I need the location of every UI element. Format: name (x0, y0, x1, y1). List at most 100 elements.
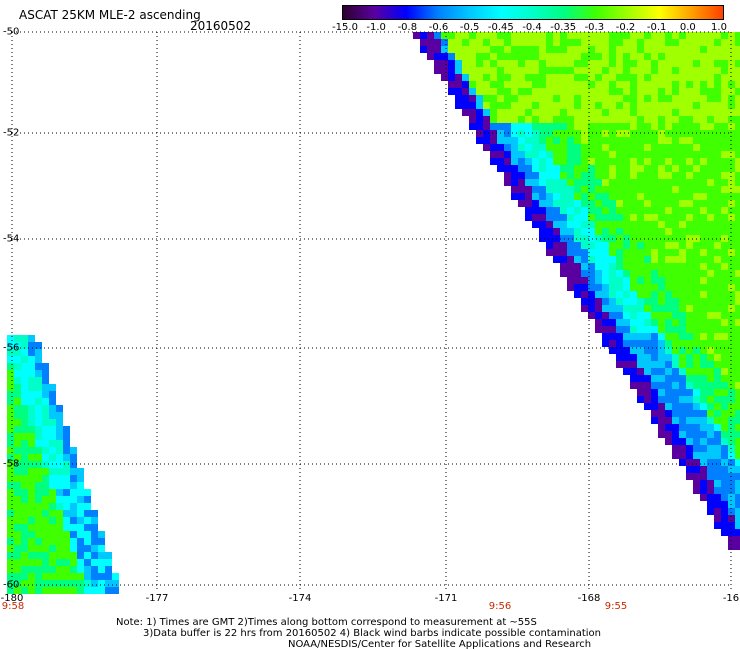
swath-cell (693, 116, 700, 123)
swath-cell (735, 102, 740, 109)
swath-cell (679, 368, 686, 375)
swath-cell (14, 503, 21, 510)
swath-cell (511, 116, 518, 123)
swath-cell (714, 95, 721, 102)
swath-cell (735, 81, 740, 88)
swath-cell (665, 270, 672, 277)
swath-cell (476, 81, 483, 88)
swath-cell (623, 333, 630, 340)
swath-cell (651, 179, 658, 186)
swath-cell (693, 445, 700, 452)
swath-cell (651, 228, 658, 235)
swath-cell (56, 468, 63, 475)
swath-cell (693, 326, 700, 333)
swath-cell (91, 587, 98, 594)
swath-cell (735, 270, 740, 277)
swath-cell (441, 32, 448, 39)
swath-cell (700, 32, 707, 39)
swath-cell (693, 389, 700, 396)
swath-cell (504, 130, 511, 137)
swath-cell (504, 144, 511, 151)
swath-cell (658, 319, 665, 326)
swath-cell (616, 67, 623, 74)
swath-cell (686, 46, 693, 53)
swath-cell (644, 375, 651, 382)
swath-cell (721, 249, 728, 256)
swath-cell (7, 426, 14, 433)
swath-cell (658, 347, 665, 354)
swath-cell (700, 158, 707, 165)
swath-cell (658, 298, 665, 305)
swath-cell (567, 151, 574, 158)
swath-cell (56, 503, 63, 510)
swath-cell (721, 480, 728, 487)
swath-cell (553, 172, 560, 179)
swath-cell (700, 46, 707, 53)
swath-cell (672, 207, 679, 214)
swath-cell (721, 256, 728, 263)
swath-cell (679, 109, 686, 116)
swath-cell (595, 109, 602, 116)
colorbar-label: -0.6 (428, 22, 449, 33)
swath-cell (21, 433, 28, 440)
swath-cell (721, 200, 728, 207)
swath-cell (469, 74, 476, 81)
swath-cell (490, 60, 497, 67)
swath-cell (483, 81, 490, 88)
swath-cell (728, 312, 735, 319)
swath-cell (616, 88, 623, 95)
swath-cell (497, 60, 504, 67)
swath-cell (735, 326, 740, 333)
swath-cell (700, 67, 707, 74)
swath-cell (686, 284, 693, 291)
swath-cell (553, 221, 560, 228)
swath-cell (721, 270, 728, 277)
swath-cell (609, 249, 616, 256)
swath-cell (707, 431, 714, 438)
swath-cell (35, 517, 42, 524)
swath-cell (693, 410, 700, 417)
swath-cell (735, 235, 740, 242)
swath-cell (609, 207, 616, 214)
swath-cell (686, 263, 693, 270)
swath-cell (728, 270, 735, 277)
swath-cell (735, 228, 740, 235)
swath-cell (595, 179, 602, 186)
swath-cell (728, 123, 735, 130)
swath-cell (707, 249, 714, 256)
swath-cell (686, 326, 693, 333)
swath-cell (574, 214, 581, 221)
swath-cell (637, 39, 644, 46)
swath-cell (581, 116, 588, 123)
swath-cell (21, 440, 28, 447)
swath-cell (721, 417, 728, 424)
swath-cell (21, 426, 28, 433)
swath-cell (574, 235, 581, 242)
swath-cell (630, 179, 637, 186)
swath-cell (532, 179, 539, 186)
swath-cell (637, 221, 644, 228)
swath-cell (462, 53, 469, 60)
swath-cell (651, 389, 658, 396)
swath-cell (49, 489, 56, 496)
swath-cell (21, 349, 28, 356)
swath-cell (77, 538, 84, 545)
swath-cell (707, 151, 714, 158)
swath-cell (630, 263, 637, 270)
swath-cell (595, 221, 602, 228)
swath-cell (665, 95, 672, 102)
swath-cell (539, 109, 546, 116)
swath-cell (553, 53, 560, 60)
swath-cell (665, 221, 672, 228)
swath-cell (658, 256, 665, 263)
swath-cell (707, 333, 714, 340)
swath-cell (560, 200, 567, 207)
swath-cell (490, 102, 497, 109)
swath-cell (700, 102, 707, 109)
swath-cell (616, 333, 623, 340)
swath-cell (651, 116, 658, 123)
swath-cell (7, 370, 14, 377)
swath-cell (14, 433, 21, 440)
swath-cell (567, 277, 574, 284)
swath-cell (707, 494, 714, 501)
